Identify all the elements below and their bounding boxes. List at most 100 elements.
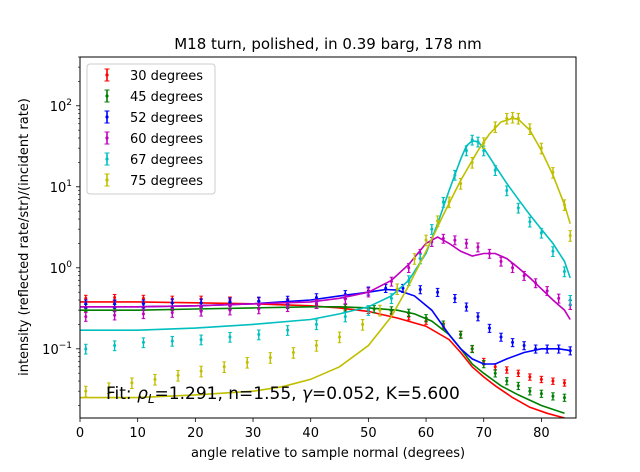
data-point xyxy=(493,365,497,369)
data-point xyxy=(505,379,509,383)
data-point xyxy=(407,278,411,282)
data-point xyxy=(418,257,422,261)
data-point xyxy=(343,297,347,301)
data-point xyxy=(447,200,451,204)
data-point xyxy=(436,290,440,294)
x-tick-label: 60 xyxy=(418,426,435,441)
data-point xyxy=(84,347,88,351)
data-point xyxy=(459,181,463,185)
data-point xyxy=(539,377,543,381)
fit-rho: ρ xyxy=(137,384,148,404)
data-point xyxy=(84,389,88,393)
legend-label: 75 degrees xyxy=(130,174,203,189)
data-point xyxy=(113,296,117,300)
data-point xyxy=(551,249,555,253)
data-point xyxy=(314,343,318,347)
data-point xyxy=(245,360,249,364)
data-point xyxy=(407,311,411,315)
data-point xyxy=(407,266,411,270)
data-point xyxy=(534,347,538,351)
data-point xyxy=(141,340,145,344)
legend-marker-dot xyxy=(105,136,109,140)
data-point xyxy=(176,373,180,377)
data-point xyxy=(528,127,532,131)
legend-label: 60 degrees xyxy=(130,132,203,147)
series-layer xyxy=(80,111,573,418)
data-point xyxy=(430,227,434,231)
data-point xyxy=(522,274,526,278)
data-point xyxy=(505,116,509,120)
data-point xyxy=(493,371,497,375)
data-point xyxy=(424,238,428,242)
fit-annotation: Fit: ρL=1.291, n=1.55, γ=0.052, K=5.600 xyxy=(106,384,460,406)
data-point xyxy=(568,234,572,238)
data-point xyxy=(464,241,468,245)
data-point xyxy=(476,245,480,249)
data-point xyxy=(436,219,440,223)
data-point xyxy=(516,371,520,375)
data-point xyxy=(482,141,486,145)
data-point xyxy=(170,339,174,343)
data-point xyxy=(314,322,318,326)
data-point xyxy=(511,266,515,270)
data-point xyxy=(568,298,572,302)
data-point xyxy=(464,305,468,309)
data-point xyxy=(228,308,232,312)
data-point xyxy=(459,333,463,337)
data-point xyxy=(505,188,509,192)
data-point xyxy=(562,381,566,385)
x-tick-label: 0 xyxy=(76,426,84,441)
data-point xyxy=(539,392,543,396)
data-point xyxy=(257,299,261,303)
data-point xyxy=(366,308,370,312)
data-point xyxy=(228,300,232,304)
data-point xyxy=(84,302,88,306)
data-point xyxy=(113,313,117,317)
data-point xyxy=(257,333,261,337)
fit-gamma: γ xyxy=(302,384,313,404)
data-point xyxy=(343,306,347,310)
legend-label: 52 degrees xyxy=(130,111,203,126)
plot-frame xyxy=(79,56,577,419)
legend-marker-dot xyxy=(105,94,109,98)
data-point xyxy=(113,302,117,306)
data-point xyxy=(84,315,88,319)
x-tick-label: 80 xyxy=(533,426,550,441)
data-point xyxy=(551,171,555,175)
fit-rho-sub: L xyxy=(148,392,155,406)
legend-marker-dot xyxy=(105,73,109,77)
data-point xyxy=(511,115,515,119)
data-point xyxy=(170,301,174,305)
data-point xyxy=(130,381,134,385)
series-67-degrees xyxy=(80,134,573,355)
data-point xyxy=(551,394,555,398)
data-point xyxy=(343,315,347,319)
data-point xyxy=(470,347,474,351)
data-point xyxy=(441,237,445,241)
data-point xyxy=(199,338,203,342)
data-point xyxy=(113,343,117,347)
data-point xyxy=(476,315,480,319)
data-point xyxy=(441,200,445,204)
data-point xyxy=(141,302,145,306)
data-point xyxy=(228,335,232,339)
data-point xyxy=(499,259,503,263)
data-point xyxy=(366,290,370,294)
data-point xyxy=(528,220,532,224)
legend-box xyxy=(86,63,216,195)
data-point xyxy=(222,365,226,369)
legend-label: 30 degrees xyxy=(130,69,203,84)
data-point xyxy=(568,349,572,353)
data-point xyxy=(286,305,290,309)
data-point xyxy=(528,389,532,393)
x-tick-label: 50 xyxy=(360,426,377,441)
series-60-degrees xyxy=(80,233,573,322)
data-point xyxy=(453,296,457,300)
x-axis-label: angle relative to sample normal (degrees… xyxy=(191,446,465,461)
legend-label: 45 degrees xyxy=(130,90,203,105)
fit-curve xyxy=(80,305,565,415)
data-point xyxy=(361,322,365,326)
data-point xyxy=(551,379,555,383)
data-point xyxy=(378,308,382,312)
data-point xyxy=(314,296,318,300)
